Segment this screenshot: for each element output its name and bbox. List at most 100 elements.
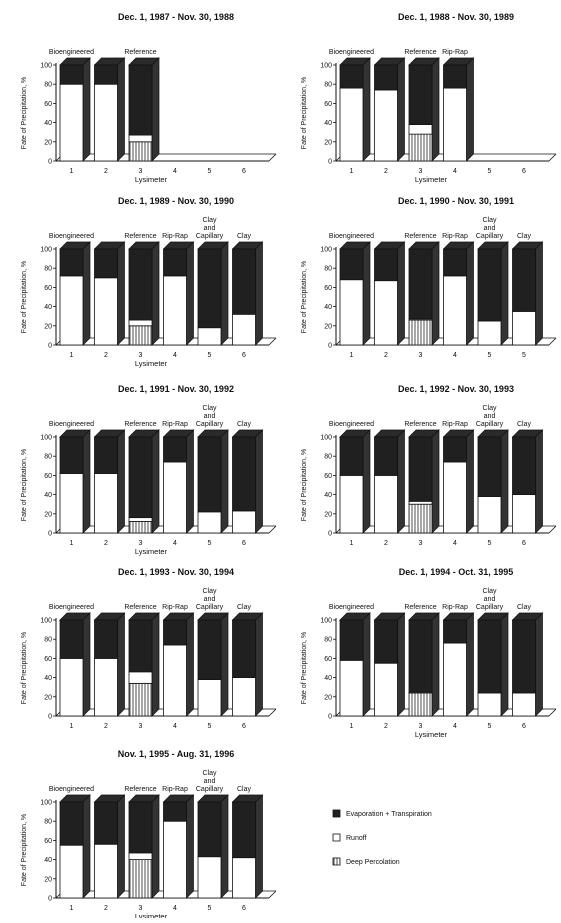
floor-edge	[548, 525, 557, 534]
chart-panel: Dec. 1, 1992 - Nov. 30, 1993 Fate of Prec…	[301, 384, 557, 547]
category-label: Bioengineered	[49, 786, 94, 793]
bar-segment-deep-percolation	[128, 859, 153, 899]
bar-side-face	[117, 794, 125, 899]
chart-panel: Dec. 1, 1987 - Nov. 30, 1988 Fate of Prec…	[21, 12, 277, 184]
chart-panel: Dec. 1, 1989 - Nov. 30, 1990 Fate of Prec…	[21, 196, 277, 368]
y-tick-label: 60	[44, 838, 52, 845]
bar-segment-evapotranspiration	[408, 619, 433, 693]
category-label: Clay	[237, 421, 252, 428]
bar-4	[442, 241, 475, 346]
chart-panel: Dec. 1, 1993 - Nov. 30, 1994 Fate of Prec…	[21, 567, 277, 730]
bar-segment-evapotranspiration	[443, 248, 467, 277]
bar-segment-evapotranspiration	[339, 619, 364, 661]
x-axis-label: Lysimeter	[415, 175, 448, 184]
y-tick-label: 40	[44, 120, 52, 127]
bar-segment-runoff	[94, 277, 118, 346]
x-tick-label: 2	[104, 905, 108, 912]
y-tick-label: 80	[324, 454, 332, 461]
bar-6	[511, 612, 544, 717]
x-tick-label: 4	[173, 905, 177, 912]
y-tick-label: 60	[324, 101, 332, 108]
bar-segment-runoff	[339, 279, 364, 346]
bar-segment-runoff	[94, 473, 118, 534]
x-tick-label: 4	[453, 168, 457, 175]
bar-segment-runoff	[128, 671, 153, 684]
bar-side-face	[117, 57, 125, 162]
bar-3	[128, 429, 160, 534]
legend-swatch	[332, 857, 341, 866]
y-tick-label: 0	[48, 896, 52, 903]
bar-3	[408, 429, 440, 534]
bar-segment-evapotranspiration	[408, 436, 433, 502]
category-label: Rip-Rap	[162, 604, 188, 611]
floor-edge	[268, 708, 277, 717]
bar-segment-runoff	[512, 310, 536, 346]
bar-segment-evapotranspiration	[408, 248, 433, 320]
bar-side-face	[466, 612, 474, 717]
bar-segment-deep-percolation	[128, 325, 153, 346]
bar-side-face	[186, 429, 194, 534]
bar-segment-evapotranspiration	[197, 801, 222, 858]
bar-side-face	[151, 241, 160, 346]
category-label: Bioengineered	[49, 604, 94, 611]
bar-side-face	[431, 241, 440, 346]
bar-side-face	[117, 612, 125, 717]
y-tick-label: 40	[324, 304, 332, 311]
bar-segment-evapotranspiration	[94, 619, 118, 659]
chart-panel: Nov. 1, 1995 - Aug. 31, 1996 Fate of Prec…	[21, 749, 277, 921]
x-tick-label: 1	[350, 352, 354, 359]
x-tick-label: 3	[139, 723, 143, 730]
bar-side-face	[431, 429, 440, 534]
category-label: Rip-Rap	[442, 49, 468, 56]
x-tick-label: 1	[350, 540, 354, 547]
bar-segment-evapotranspiration	[477, 248, 502, 322]
bar-side-face	[220, 794, 229, 899]
bar-side-face	[535, 429, 543, 534]
x-tick-label: 3	[419, 723, 423, 730]
bar-5	[477, 612, 509, 717]
y-tick-label: 60	[324, 285, 332, 292]
bar-segment-evapotranspiration	[232, 436, 256, 512]
bar-side-face	[151, 429, 160, 534]
bar-segment-evapotranspiration	[512, 436, 536, 495]
x-tick-label: 5	[488, 352, 492, 359]
bar-1	[59, 241, 91, 346]
bar-side-face	[82, 241, 91, 346]
y-tick-label: 20	[324, 511, 332, 518]
category-label: Reference	[124, 233, 156, 240]
x-tick-label: 5	[208, 905, 212, 912]
bar-segment-runoff	[94, 843, 118, 899]
x-tick-label: 3	[139, 168, 143, 175]
bar-side-face	[117, 429, 125, 534]
bar-2	[93, 794, 126, 899]
category-label: Reference	[124, 421, 156, 428]
x-axis-label: Lysimeter	[135, 359, 168, 368]
bar-1	[59, 612, 91, 717]
bar-segment-runoff	[128, 517, 153, 522]
bar-5	[197, 429, 229, 534]
y-axis-label: Fate of Precipitation, %	[301, 77, 308, 149]
floor-edge	[548, 153, 557, 162]
chart-title: Dec. 1, 1994 - Oct. 31, 1995	[399, 567, 514, 577]
category-label: Clay	[237, 604, 252, 611]
y-tick-label: 80	[44, 637, 52, 644]
floor-edge	[268, 153, 277, 162]
bar-segment-runoff	[59, 473, 84, 534]
bar-1	[339, 241, 371, 346]
bar-1	[59, 429, 91, 534]
y-tick-label: 20	[44, 323, 52, 330]
y-tick-label: 20	[324, 139, 332, 146]
category-label: Clay	[517, 604, 532, 611]
bar-segment-evapotranspiration	[477, 436, 502, 497]
bar-1	[59, 57, 91, 162]
bar-3	[128, 794, 160, 899]
bar-segment-evapotranspiration	[232, 619, 256, 678]
bar-side-face	[500, 612, 509, 717]
y-tick-label: 100	[320, 435, 332, 442]
bar-segment-runoff	[512, 494, 536, 534]
chart-title: Nov. 1, 1995 - Aug. 31, 1996	[118, 749, 235, 759]
y-tick-label: 100	[320, 63, 332, 70]
bar-4	[442, 612, 475, 717]
bar-segment-evapotranspiration	[197, 248, 222, 329]
